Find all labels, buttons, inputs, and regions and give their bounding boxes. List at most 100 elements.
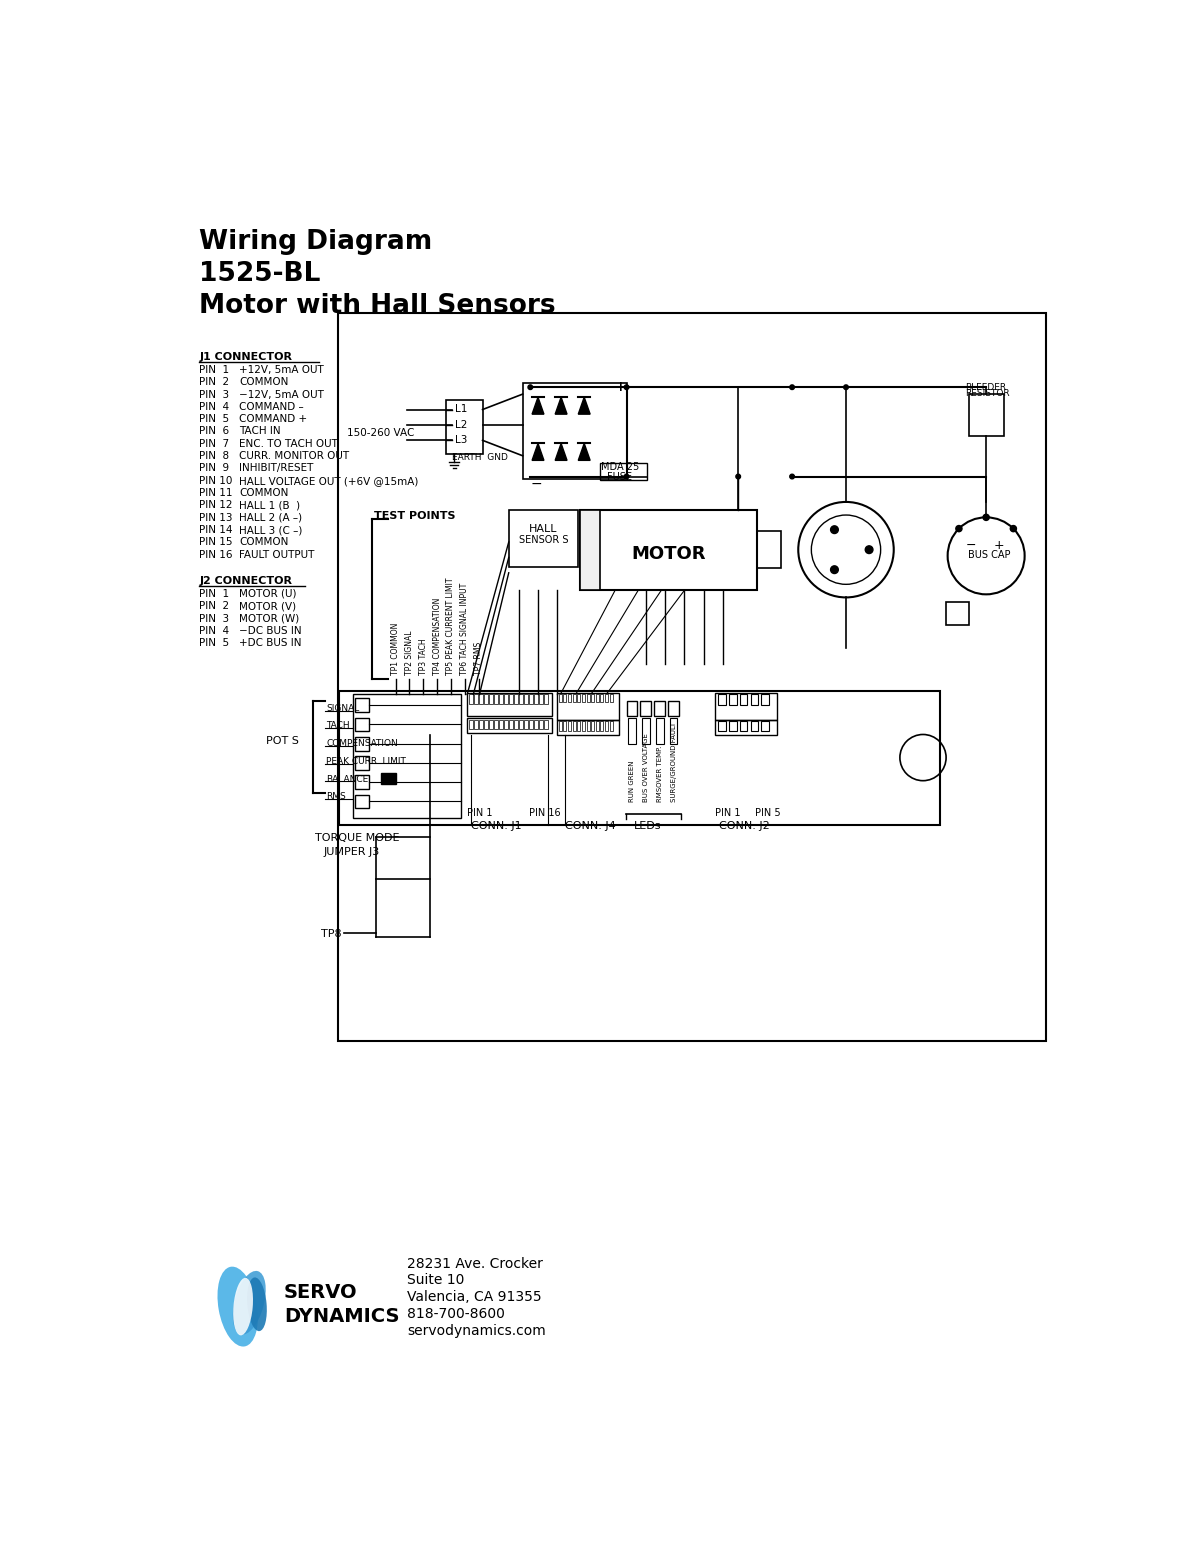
Bar (523, 694, 528, 703)
Bar (534, 694, 538, 703)
Bar (568, 694, 571, 702)
Text: PIN 16: PIN 16 (199, 549, 233, 560)
Text: PIN  1: PIN 1 (199, 588, 229, 599)
Text: J1 CONNECTOR: J1 CONNECTOR (199, 352, 293, 362)
Bar (355, 795, 368, 809)
Circle shape (624, 385, 629, 390)
Text: RMS: RMS (326, 792, 346, 801)
Bar (509, 720, 512, 729)
Bar (595, 694, 599, 702)
Circle shape (830, 566, 839, 574)
Bar (750, 694, 758, 705)
Text: TP8: TP8 (320, 930, 342, 939)
Bar (577, 694, 581, 702)
Text: 150-260 VAC: 150-260 VAC (347, 428, 414, 438)
Bar (592, 694, 594, 702)
Bar (467, 717, 552, 733)
Text: 28231 Ave. Crocker: 28231 Ave. Crocker (407, 1257, 542, 1271)
Text: PIN 16: PIN 16 (529, 809, 560, 818)
Bar (544, 694, 547, 703)
Text: PIN  9: PIN 9 (199, 464, 229, 473)
Bar (355, 756, 368, 770)
Bar (718, 694, 726, 705)
Text: TP5 PEAK CURRENT LIMIT: TP5 PEAK CURRENT LIMIT (446, 577, 456, 675)
Text: COMMON: COMMON (239, 487, 289, 498)
Circle shape (798, 501, 894, 598)
Text: J2 CONNECTOR: J2 CONNECTOR (199, 576, 293, 585)
Bar (509, 694, 512, 703)
Bar (499, 694, 503, 703)
Circle shape (790, 475, 794, 480)
Text: SIGNAL: SIGNAL (326, 703, 360, 712)
Bar (484, 694, 487, 703)
Bar (572, 694, 576, 702)
Bar (670, 717, 677, 745)
Bar (605, 694, 608, 702)
Bar (355, 776, 368, 788)
Circle shape (830, 526, 839, 534)
Bar (587, 722, 589, 731)
Text: HALL 2 (A –): HALL 2 (A –) (239, 512, 302, 523)
Bar (499, 720, 503, 729)
Bar (469, 694, 473, 703)
Text: BUS OVER VOLTAGE: BUS OVER VOLTAGE (643, 734, 649, 802)
Text: PIN  6: PIN 6 (199, 427, 229, 436)
Text: HALL: HALL (529, 525, 558, 534)
Text: MOTOR (V): MOTOR (V) (239, 601, 296, 611)
Bar (557, 692, 619, 720)
Ellipse shape (233, 1271, 265, 1335)
Bar (628, 717, 636, 745)
Bar (761, 722, 769, 731)
Bar (761, 694, 769, 705)
Bar (572, 722, 576, 731)
Text: TORQUE MODE: TORQUE MODE (314, 833, 400, 843)
Bar (641, 700, 652, 715)
Bar (568, 722, 571, 731)
Bar (353, 694, 461, 818)
Text: RMSOVER TEMP.: RMSOVER TEMP. (656, 747, 662, 802)
Bar (539, 720, 542, 729)
Bar (605, 722, 608, 731)
Text: HALL 1 (B  ): HALL 1 (B ) (239, 500, 300, 511)
Text: TP3 TACH: TP3 TACH (419, 638, 427, 675)
Text: CONN. J2: CONN. J2 (719, 821, 769, 832)
Bar (493, 720, 498, 729)
Bar (739, 722, 748, 731)
Text: CONN. J4: CONN. J4 (565, 821, 616, 832)
Bar (718, 722, 726, 731)
Bar (557, 720, 619, 736)
Text: TP4 COMPENSATION: TP4 COMPENSATION (433, 598, 442, 675)
Bar (504, 720, 508, 729)
Circle shape (983, 514, 989, 520)
Bar (587, 694, 589, 702)
Bar (544, 720, 547, 729)
Text: PIN  1: PIN 1 (199, 365, 229, 376)
Bar (970, 394, 1004, 436)
Bar (577, 722, 581, 731)
Bar (523, 720, 528, 729)
Text: EARTH  GND: EARTH GND (451, 453, 508, 462)
Text: CONN. J1: CONN. J1 (472, 821, 522, 832)
Polygon shape (556, 397, 568, 414)
Text: COMMAND +: COMMAND + (239, 414, 307, 424)
Circle shape (736, 475, 740, 480)
Bar (518, 694, 523, 703)
Bar (488, 694, 492, 703)
Text: +: + (614, 380, 626, 394)
Text: PEAK CURR. LIMIT: PEAK CURR. LIMIT (326, 757, 406, 765)
Bar (355, 698, 368, 712)
Text: COMMAND –: COMMAND – (239, 402, 304, 411)
Text: TACH IN: TACH IN (239, 427, 281, 436)
Bar (467, 692, 552, 715)
Text: +12V, 5mA OUT: +12V, 5mA OUT (239, 365, 324, 376)
Circle shape (948, 517, 1025, 594)
Text: TP6 TACH SIGNAL INPUT: TP6 TACH SIGNAL INPUT (461, 584, 469, 675)
Text: PIN  5: PIN 5 (199, 414, 229, 424)
Text: COMMON: COMMON (239, 537, 289, 548)
Text: COMPENSATION: COMPENSATION (326, 739, 398, 748)
Text: PIN  2: PIN 2 (199, 601, 229, 611)
Text: PIN  2: PIN 2 (199, 377, 229, 386)
Text: +DC BUS IN: +DC BUS IN (239, 638, 301, 649)
Bar (564, 722, 566, 731)
Circle shape (1010, 526, 1016, 532)
